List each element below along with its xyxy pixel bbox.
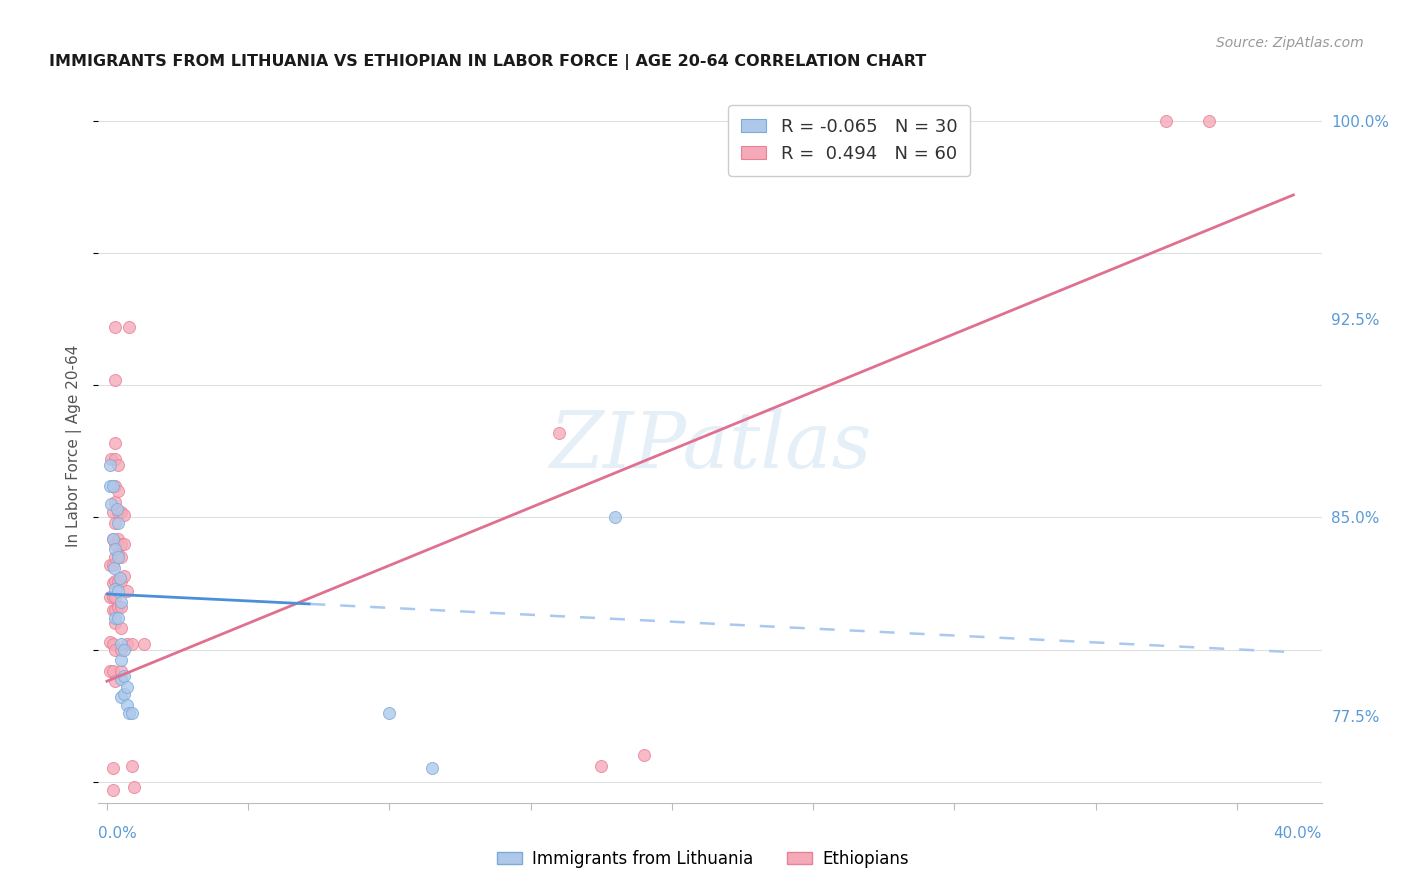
Point [121,637,143,651]
Point [108,571,131,585]
Text: 0.0%: 0.0% [98,826,138,840]
Point [107,483,129,498]
Point [118,320,141,334]
Point [101,761,124,775]
Point [101,664,124,678]
Point [107,532,129,546]
Point [420,761,443,775]
Point [118,706,141,720]
Point [112,642,135,657]
Point [121,759,143,773]
Point [110,574,132,588]
Point [104,452,127,467]
Point [104,478,127,492]
Point [107,611,129,625]
Point [100,452,122,467]
Point [105,502,128,516]
Point [1154,114,1177,128]
Point [633,748,655,763]
Point [110,653,132,667]
Point [104,549,127,564]
Point [104,590,127,604]
Point [104,320,127,334]
Point [104,603,127,617]
Point [98,558,121,572]
Point [110,505,132,519]
Point [103,560,125,574]
Y-axis label: In Labor Force | Age 20-64: In Labor Force | Age 20-64 [66,345,83,547]
Point [1198,114,1220,128]
Point [107,458,129,472]
Point [110,637,132,651]
Point [104,542,127,557]
Point [104,642,127,657]
Point [110,537,132,551]
Point [110,690,132,704]
Point [122,780,145,794]
Point [104,436,127,450]
Point [110,600,132,615]
Point [110,642,132,657]
Point [115,584,138,599]
Point [110,664,132,678]
Point [98,664,121,678]
Text: ZIPatlas: ZIPatlas [548,408,872,484]
Point [104,674,127,689]
Point [115,698,138,712]
Point [101,558,124,572]
Point [104,373,127,387]
Point [98,590,121,604]
Legend: R = -0.065   N = 30, R =  0.494   N = 60: R = -0.065 N = 30, R = 0.494 N = 60 [728,105,970,176]
Point [104,537,127,551]
Point [115,637,138,651]
Point [101,576,124,591]
Legend: Immigrants from Lithuania, Ethiopians: Immigrants from Lithuania, Ethiopians [491,844,915,875]
Point [104,494,127,508]
Point [112,537,135,551]
Point [110,672,132,686]
Point [101,590,124,604]
Point [107,584,129,599]
Point [112,688,135,702]
Point [107,547,129,561]
Point [101,532,124,546]
Point [605,510,627,524]
Point [591,759,613,773]
Point [107,574,129,588]
Point [121,706,143,720]
Point [548,425,571,440]
Text: IMMIGRANTS FROM LITHUANIA VS ETHIOPIAN IN LABOR FORCE | AGE 20-64 CORRELATION CH: IMMIGRANTS FROM LITHUANIA VS ETHIOPIAN I… [49,54,927,70]
Point [101,505,124,519]
Point [100,497,122,511]
Point [378,706,401,720]
Point [101,478,124,492]
Point [110,621,132,635]
Point [104,516,127,530]
Point [98,478,121,492]
Point [112,669,135,683]
Point [107,505,129,519]
Point [115,680,138,694]
Point [110,549,132,564]
Point [104,582,127,596]
Point [107,549,129,564]
Point [98,458,121,472]
Point [101,637,124,651]
Point [101,532,124,546]
Point [132,637,155,651]
Point [110,595,132,609]
Point [98,634,121,648]
Point [107,516,129,530]
Point [104,574,127,588]
Point [107,600,129,615]
Text: Source: ZipAtlas.com: Source: ZipAtlas.com [1216,36,1364,50]
Point [112,568,135,582]
Text: 40.0%: 40.0% [1274,826,1322,840]
Point [104,616,127,631]
Point [101,782,124,797]
Point [104,611,127,625]
Point [101,603,124,617]
Point [112,508,135,522]
